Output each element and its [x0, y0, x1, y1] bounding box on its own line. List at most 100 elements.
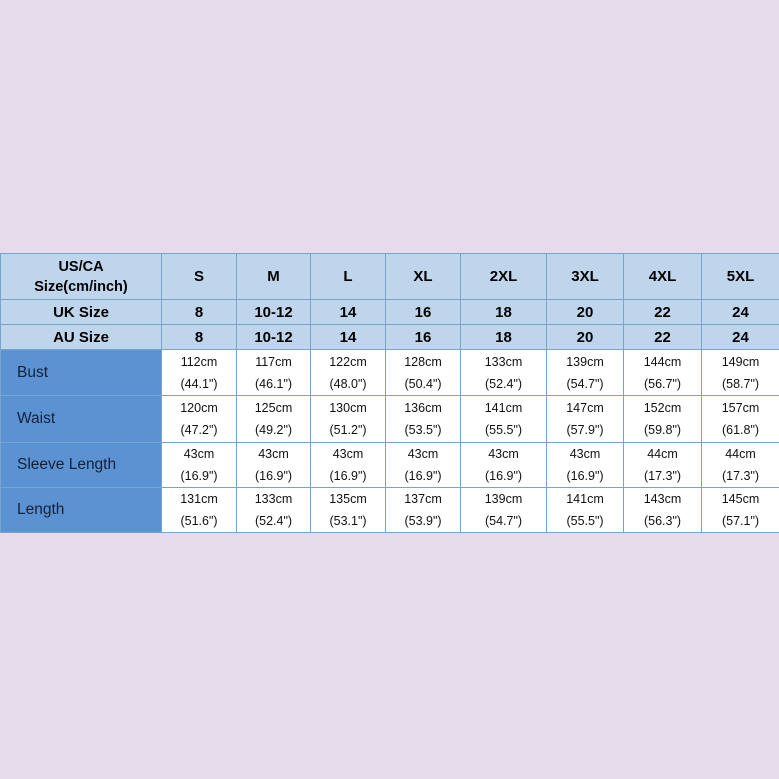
measurement-cell: 122cm (48.0")	[310, 349, 386, 396]
inch-value: (17.3")	[721, 469, 760, 483]
cm-value: 133cm	[254, 492, 293, 506]
cm-value: 157cm	[721, 401, 760, 415]
measurement-label: Bust	[0, 349, 162, 396]
measurement-cell: 125cm (49.2")	[236, 395, 311, 443]
inch-value: (56.3")	[643, 514, 682, 528]
measurement-cell: 145cm (57.1")	[701, 487, 779, 533]
measurement-cell: 43cm (16.9")	[310, 442, 386, 488]
inch-value: (51.6")	[180, 514, 218, 528]
uk-size-3: 16	[385, 299, 461, 325]
cm-inch-label: Size(cm/inch)	[34, 278, 128, 295]
au-size-6: 22	[623, 324, 702, 350]
measurement-cell: 139cm (54.7")	[546, 349, 624, 396]
inch-value: (17.3")	[643, 469, 682, 483]
uk-size-label: UK Size	[0, 299, 162, 325]
cm-value: 43cm	[488, 447, 519, 461]
au-size-5: 20	[546, 324, 624, 350]
inch-value: (54.7")	[484, 514, 523, 528]
au-size-4: 18	[460, 324, 547, 350]
uk-size-row: UK Size 8 10-12 14 16 18 20 22 24	[0, 299, 779, 325]
us-ca-size-row: US/CA Size(cm/inch) S M L XL 2XL 3XL 4XL 5XL	[0, 253, 779, 300]
cm-value: 128cm	[404, 354, 442, 369]
cm-value: 133cm	[484, 354, 523, 369]
cm-value: 44cm	[725, 447, 756, 461]
measurement-row: Sleeve Length 43cm (16.9") 43cm (16.9") 43cm (…	[0, 442, 779, 488]
measurement-cell: 43cm (16.9")	[385, 442, 461, 488]
cm-value: 152cm	[643, 401, 682, 415]
inch-value: (16.9")	[566, 469, 604, 483]
cm-value: 120cm	[180, 401, 218, 415]
inch-value: (53.5")	[404, 423, 442, 437]
inch-value: (51.2")	[329, 423, 367, 437]
cm-value: 125cm	[254, 401, 293, 415]
measurement-cell: 135cm (53.1")	[310, 487, 386, 533]
inch-value: (61.8")	[721, 423, 760, 437]
measurement-cell: 137cm (53.9")	[385, 487, 461, 533]
cm-value: 117cm	[255, 354, 292, 369]
cm-value: 147cm	[566, 401, 604, 415]
measurement-cell: 143cm (56.3")	[623, 487, 702, 533]
inch-value: (59.8")	[643, 423, 682, 437]
measurement-cell: 149cm (58.7")	[701, 349, 779, 396]
size-chart-table: US/CA Size(cm/inch) S M L XL 2XL 3XL 4XL 5XL UK…	[0, 253, 779, 533]
au-size-3: 16	[385, 324, 461, 350]
measurement-cell: 112cm (44.1")	[161, 349, 237, 396]
size-header-4: 2XL	[460, 253, 547, 300]
inch-value: (50.4")	[404, 376, 442, 391]
cm-value: 112cm	[180, 354, 218, 369]
inch-value: (53.9")	[404, 514, 442, 528]
inch-value: (44.1")	[180, 376, 218, 391]
inch-value: (54.7")	[566, 376, 604, 391]
cm-value: 44cm	[647, 447, 678, 461]
au-size-7: 24	[701, 324, 779, 350]
size-chart-body: US/CA Size(cm/inch) S M L XL 2XL 3XL 4XL 5XL UK…	[0, 253, 779, 533]
measurement-cell: 147cm (57.9")	[546, 395, 624, 443]
uk-size-6: 22	[623, 299, 702, 325]
size-header-7: 5XL	[701, 253, 779, 300]
cm-value: 122cm	[329, 354, 367, 369]
cm-value: 43cm	[407, 447, 439, 461]
size-header-5: 3XL	[546, 253, 624, 300]
cm-value: 135cm	[329, 492, 367, 506]
size-header-0: S	[161, 253, 237, 300]
us-ca-size-header: US/CA Size(cm/inch)	[0, 253, 162, 300]
measurement-cell: 130cm (51.2")	[310, 395, 386, 443]
measurement-cell: 43cm (16.9")	[161, 442, 237, 488]
inch-value: (56.7")	[643, 376, 682, 391]
measurement-cell: 139cm (54.7")	[460, 487, 547, 533]
size-header-2: L	[310, 253, 386, 300]
cm-value: 43cm	[569, 447, 601, 461]
inch-value: (57.1")	[721, 514, 760, 528]
cm-value: 130cm	[329, 401, 367, 415]
measurement-cell: 152cm (59.8")	[623, 395, 702, 443]
measurement-cell: 117cm (46.1")	[236, 349, 311, 396]
au-size-0: 8	[161, 324, 237, 350]
inch-value: (16.9")	[180, 469, 218, 483]
cm-value: 131cm	[180, 492, 218, 506]
inch-value: (52.4")	[254, 514, 293, 528]
measurement-cell: 144cm (56.7")	[623, 349, 702, 396]
measurement-label: Length	[0, 487, 162, 533]
cm-value: 43cm	[332, 447, 364, 461]
measurement-cell: 44cm (17.3")	[623, 442, 702, 488]
au-size-2: 14	[310, 324, 386, 350]
uk-size-1: 10-12	[236, 299, 311, 325]
au-size-row: AU Size 8 10-12 14 16 18 20 22 24	[0, 324, 779, 350]
inch-value: (52.4")	[484, 376, 523, 391]
cm-value: 149cm	[721, 354, 760, 369]
measurement-cell: 120cm (47.2")	[161, 395, 237, 443]
inch-value: (16.9")	[254, 469, 293, 483]
size-header-6: 4XL	[623, 253, 702, 300]
cm-value: 139cm	[566, 354, 604, 369]
cm-value: 137cm	[404, 492, 442, 506]
measurement-cell: 133cm (52.4")	[236, 487, 311, 533]
measurement-label: Sleeve Length	[0, 442, 162, 488]
inch-value: (55.5")	[566, 514, 604, 528]
measurement-cell: 43cm (16.9")	[460, 442, 547, 488]
size-header-1: M	[236, 253, 311, 300]
inch-value: (53.1")	[329, 514, 367, 528]
inch-value: (58.7")	[721, 376, 760, 391]
uk-size-2: 14	[310, 299, 386, 325]
uk-size-5: 20	[546, 299, 624, 325]
measurement-cell: 44cm (17.3")	[701, 442, 779, 488]
